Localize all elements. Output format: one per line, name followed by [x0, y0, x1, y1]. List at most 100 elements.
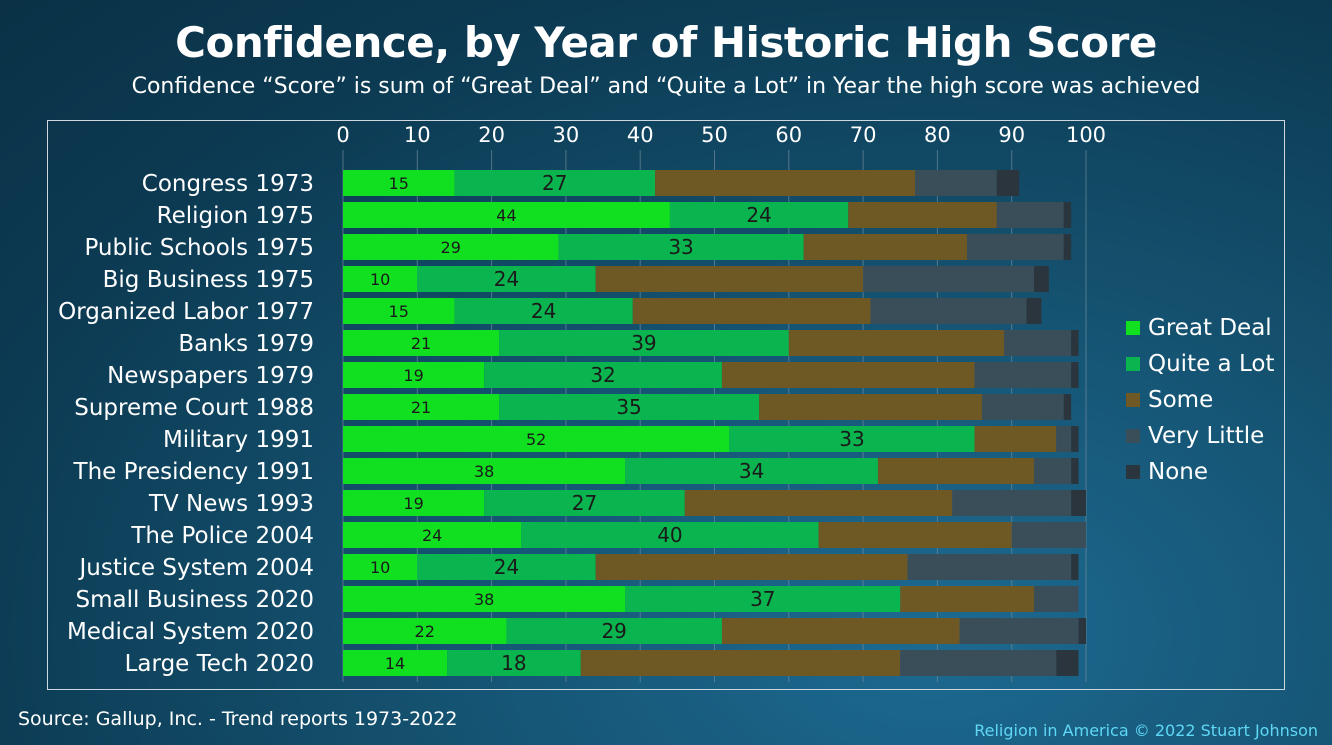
data-label-newspapers-1979-quite-a-lot: 32 [590, 363, 615, 387]
legend-label-great-deal: Great Deal [1148, 315, 1272, 341]
bar-small-business-2020-great-deal [343, 586, 626, 612]
legend: Great Deal Quite a Lot Some Very Little … [1126, 310, 1274, 490]
bar-medical-system-2020-quite-a-lot [506, 618, 722, 644]
data-label-banks-1979-great-deal: 21 [411, 334, 431, 353]
category-label-newspapers-1979: Newspapers 1979 [107, 363, 314, 389]
bar-banks-1979-none [1071, 330, 1079, 356]
bar-justice-system-2004-some [595, 554, 908, 580]
bar-tv-news-1993-great-deal [343, 490, 485, 516]
bar-public-schools-1975-some [803, 234, 968, 260]
chart-subtitle: Confidence “Score” is sum of “Great Deal… [131, 74, 1201, 99]
data-label-organized-labor-1977-quite-a-lot: 24 [531, 299, 556, 323]
data-label-large-tech-2020-quite-a-lot: 18 [501, 651, 526, 675]
data-label-the-police-2004-quite-a-lot: 40 [657, 523, 682, 547]
bar-small-business-2020-quite-a-lot [625, 586, 901, 612]
data-label-small-business-2020-quite-a-lot: 37 [750, 587, 775, 611]
category-label-justice-system-2004: Justice System 2004 [78, 555, 314, 581]
legend-item-quite-a-lot: Quite a Lot [1126, 346, 1274, 382]
bar-supreme-court-1988-some [759, 394, 982, 420]
data-label-religion-1975-quite-a-lot: 24 [746, 203, 771, 227]
source-note: Source: Gallup, Inc. - Trend reports 197… [18, 708, 458, 730]
legend-label-quite-a-lot: Quite a Lot [1148, 351, 1275, 377]
legend-item-great-deal: Great Deal [1126, 310, 1274, 346]
bar-tv-news-1993-quite-a-lot [484, 490, 685, 516]
data-label-supreme-court-1988-quite-a-lot: 35 [616, 395, 641, 419]
data-label-tv-news-1993-great-deal: 19 [403, 494, 423, 513]
x-tick-label-70: 70 [850, 123, 877, 147]
bar-supreme-court-1988-great-deal [343, 394, 500, 420]
x-tick-label-60: 60 [775, 123, 802, 147]
bar-military-1991-quite-a-lot [729, 426, 975, 452]
x-tick-label-100: 100 [1066, 123, 1106, 147]
category-label-medical-system-2020: Medical System 2020 [67, 619, 314, 645]
category-label-the-police-2004: The Police 2004 [130, 523, 314, 549]
bar-big-business-1975-none [1033, 266, 1049, 292]
bar-banks-1979-quite-a-lot [499, 330, 789, 356]
bar-religion-1975-none [1063, 202, 1072, 228]
x-tick-label-90: 90 [998, 123, 1025, 147]
data-label-religion-1975-great-deal: 44 [496, 206, 516, 225]
x-tick-label-40: 40 [627, 123, 654, 147]
bar-tv-news-1993-very-little [952, 490, 1072, 516]
data-label-military-1991-great-deal: 52 [526, 430, 546, 449]
bar-large-tech-2020-great-deal [343, 650, 448, 676]
legend-item-none: None [1126, 454, 1274, 490]
bar-religion-1975-great-deal [343, 202, 670, 228]
data-label-congress-1973-great-deal: 15 [389, 174, 409, 193]
legend-label-some: Some [1148, 387, 1214, 413]
bar-congress-1973-great-deal [343, 170, 455, 196]
bar-the-presidency-1991-some [877, 458, 1034, 484]
data-label-newspapers-1979-great-deal: 19 [403, 366, 423, 385]
bar-organized-labor-1977-quite-a-lot [454, 298, 633, 324]
bar-congress-1973-quite-a-lot [454, 170, 656, 196]
data-label-congress-1973-quite-a-lot: 27 [542, 171, 567, 195]
category-label-organized-labor-1977: Organized Labor 1977 [58, 299, 314, 325]
bar-large-tech-2020-some [580, 650, 901, 676]
bar-the-presidency-1991-none [1071, 458, 1079, 484]
bar-organized-labor-1977-great-deal [343, 298, 455, 324]
bar-newspapers-1979-very-little [974, 362, 1072, 388]
bar-the-presidency-1991-great-deal [343, 458, 626, 484]
bar-justice-system-2004-very-little [907, 554, 1072, 580]
category-label-public-schools-1975: Public Schools 1975 [84, 235, 314, 261]
bar-big-business-1975-very-little [863, 266, 1034, 292]
bar-military-1991-great-deal [343, 426, 730, 452]
x-tick-label-20: 20 [478, 123, 505, 147]
bar-organized-labor-1977-very-little [870, 298, 1027, 324]
data-label-military-1991-quite-a-lot: 33 [839, 427, 864, 451]
bar-newspapers-1979-great-deal [343, 362, 485, 388]
x-tick-label-80: 80 [924, 123, 951, 147]
bar-the-police-2004-very-little [1011, 522, 1086, 548]
legend-swatch-great-deal [1126, 321, 1140, 335]
legend-label-none: None [1148, 459, 1209, 485]
legend-item-very-little: Very Little [1126, 418, 1274, 454]
bar-the-police-2004-great-deal [343, 522, 522, 548]
x-tick-label-0: 0 [336, 123, 349, 147]
data-label-supreme-court-1988-great-deal: 21 [411, 398, 431, 417]
bar-medical-system-2020-some [721, 618, 960, 644]
category-label-the-presidency-1991: The Presidency 1991 [73, 459, 314, 485]
bar-banks-1979-very-little [1004, 330, 1072, 356]
plot-area-frame [47, 120, 1285, 690]
bar-tv-news-1993-some [684, 490, 953, 516]
category-label-tv-news-1993: TV News 1993 [148, 491, 314, 517]
legend-swatch-none [1126, 465, 1140, 479]
data-label-the-presidency-1991-great-deal: 38 [474, 462, 494, 481]
bar-justice-system-2004-quite-a-lot [417, 554, 596, 580]
bar-big-business-1975-some [595, 266, 864, 292]
data-label-large-tech-2020-great-deal: 14 [385, 654, 405, 673]
category-label-congress-1973: Congress 1973 [142, 171, 314, 197]
data-label-big-business-1975-great-deal: 10 [370, 270, 390, 289]
bar-medical-system-2020-very-little [959, 618, 1079, 644]
bar-the-police-2004-some [818, 522, 1012, 548]
bar-public-schools-1975-quite-a-lot [558, 234, 804, 260]
bar-banks-1979-some [788, 330, 1005, 356]
x-tick-label-10: 10 [404, 123, 431, 147]
bar-military-1991-some [974, 426, 1057, 452]
data-label-the-police-2004-great-deal: 24 [422, 526, 442, 545]
data-label-the-presidency-1991-quite-a-lot: 34 [739, 459, 764, 483]
bar-congress-1973-very-little [915, 170, 997, 196]
data-label-tv-news-1993-quite-a-lot: 27 [572, 491, 597, 515]
chart-title: Confidence, by Year of Historic High Sco… [175, 18, 1157, 67]
bar-medical-system-2020-great-deal [343, 618, 507, 644]
